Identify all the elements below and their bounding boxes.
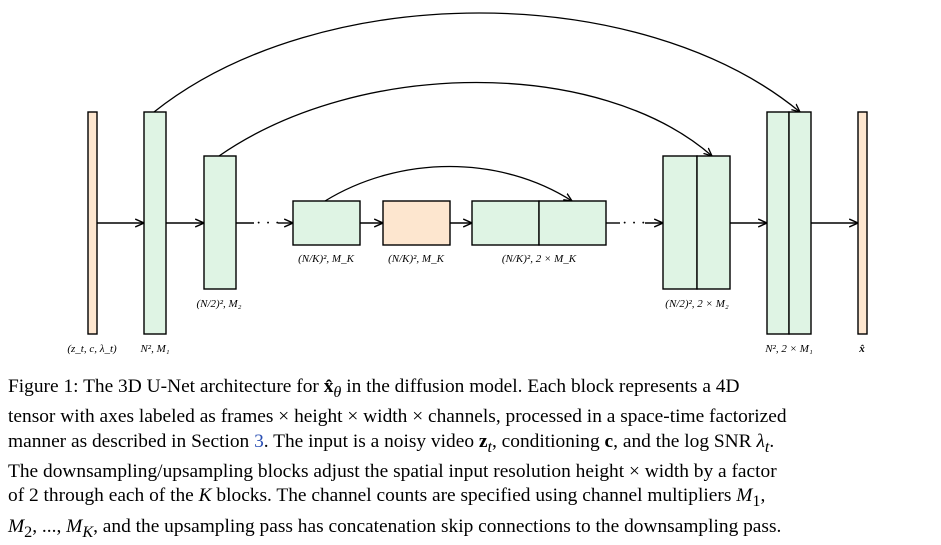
m-symbol: M	[736, 485, 753, 507]
caption-text: of 2 through each of the	[8, 485, 199, 507]
skip-connection-2	[218, 81, 712, 157]
up-block-2-b	[696, 155, 731, 290]
label-up-2: (N/2)², 2 × M₂	[665, 298, 729, 310]
up-block-1-a	[766, 111, 790, 335]
m-symbol: M	[8, 515, 25, 537]
theta-subscript: θ	[333, 383, 342, 401]
label-up-k: (N/K)², 2 × M_K	[502, 253, 577, 265]
label-output: x̂	[858, 343, 865, 355]
label-down-2: (N/2)², M₂	[196, 298, 241, 310]
ellipsis-right: · · ·	[622, 215, 646, 232]
up-block-k-b	[538, 200, 607, 246]
unet-diagram: · · · · · · (z_t, c, λ_t) N², M₁ (N/2)²,…	[67, 12, 868, 355]
caption-text: . The input is a noisy video	[263, 430, 479, 452]
m-subscript: 2	[24, 523, 33, 541]
lambda-symbol: λ	[756, 430, 765, 452]
m-symbol: M	[66, 515, 83, 537]
t-subscript: t	[764, 438, 770, 456]
caption-line-2: tensor with axes labeled as frames × hei…	[8, 406, 787, 428]
output-block	[857, 111, 868, 335]
caption-line-3: manner as described in Section 3. The in…	[8, 430, 934, 460]
k-symbol: K	[198, 485, 212, 507]
middle-block	[382, 200, 451, 246]
m-subscript: 1	[752, 493, 761, 511]
up-block-k-a	[471, 200, 540, 246]
up-block-2-a	[662, 155, 698, 290]
skip-connection-k	[324, 165, 572, 202]
figure-caption: Figure 1: The 3D U-Net architecture for …	[8, 375, 934, 545]
caption-text: ,	[760, 485, 766, 507]
caption-text: , ...,	[32, 515, 67, 537]
down-block-k	[292, 200, 361, 246]
m-subscript: K	[82, 523, 94, 541]
caption-text: manner as described in Section	[8, 430, 255, 452]
caption-text: , and the log SNR	[613, 430, 757, 452]
down-block-2	[203, 155, 237, 290]
c-symbol: c	[604, 430, 614, 452]
label-middle: (N/K)², M_K	[388, 253, 445, 265]
input-block	[87, 111, 98, 335]
caption-figure-label: Figure 1:	[8, 376, 79, 397]
x-hat-symbol: x̂	[323, 376, 334, 397]
label-input: (z_t, c, λ_t)	[67, 343, 117, 355]
caption-text: , conditioning	[491, 430, 605, 452]
down-block-1	[143, 111, 167, 335]
up-block-1-b	[788, 111, 812, 335]
ellipsis-left: · · ·	[256, 215, 280, 232]
caption-line-4: The downsampling/upsampling blocks adjus…	[8, 460, 777, 482]
caption-text: in the diffusion model. Each block repre…	[341, 376, 740, 397]
caption-text: blocks. The channel counts are specified…	[211, 485, 737, 507]
caption-text: , and the upsampling pass has concatenat…	[93, 515, 782, 537]
label-up-1: N², 2 × M₁	[764, 343, 813, 355]
caption-line-6: M2, ..., MK, and the upsampling pass has…	[8, 515, 934, 545]
label-down-k: (N/K)², M_K	[298, 253, 355, 265]
caption-line-1: Figure 1: The 3D U-Net architecture for …	[8, 375, 934, 405]
caption-text: The 3D U-Net architecture for	[83, 376, 324, 397]
section-link[interactable]: 3	[254, 430, 264, 452]
skip-connection-1	[153, 12, 800, 112]
z-symbol: z	[478, 430, 488, 452]
label-down-1: N², M₁	[139, 343, 169, 355]
t-subscript: t	[487, 438, 492, 456]
caption-line-5: of 2 through each of the K blocks. The c…	[8, 484, 934, 514]
caption-text: .	[769, 430, 775, 452]
